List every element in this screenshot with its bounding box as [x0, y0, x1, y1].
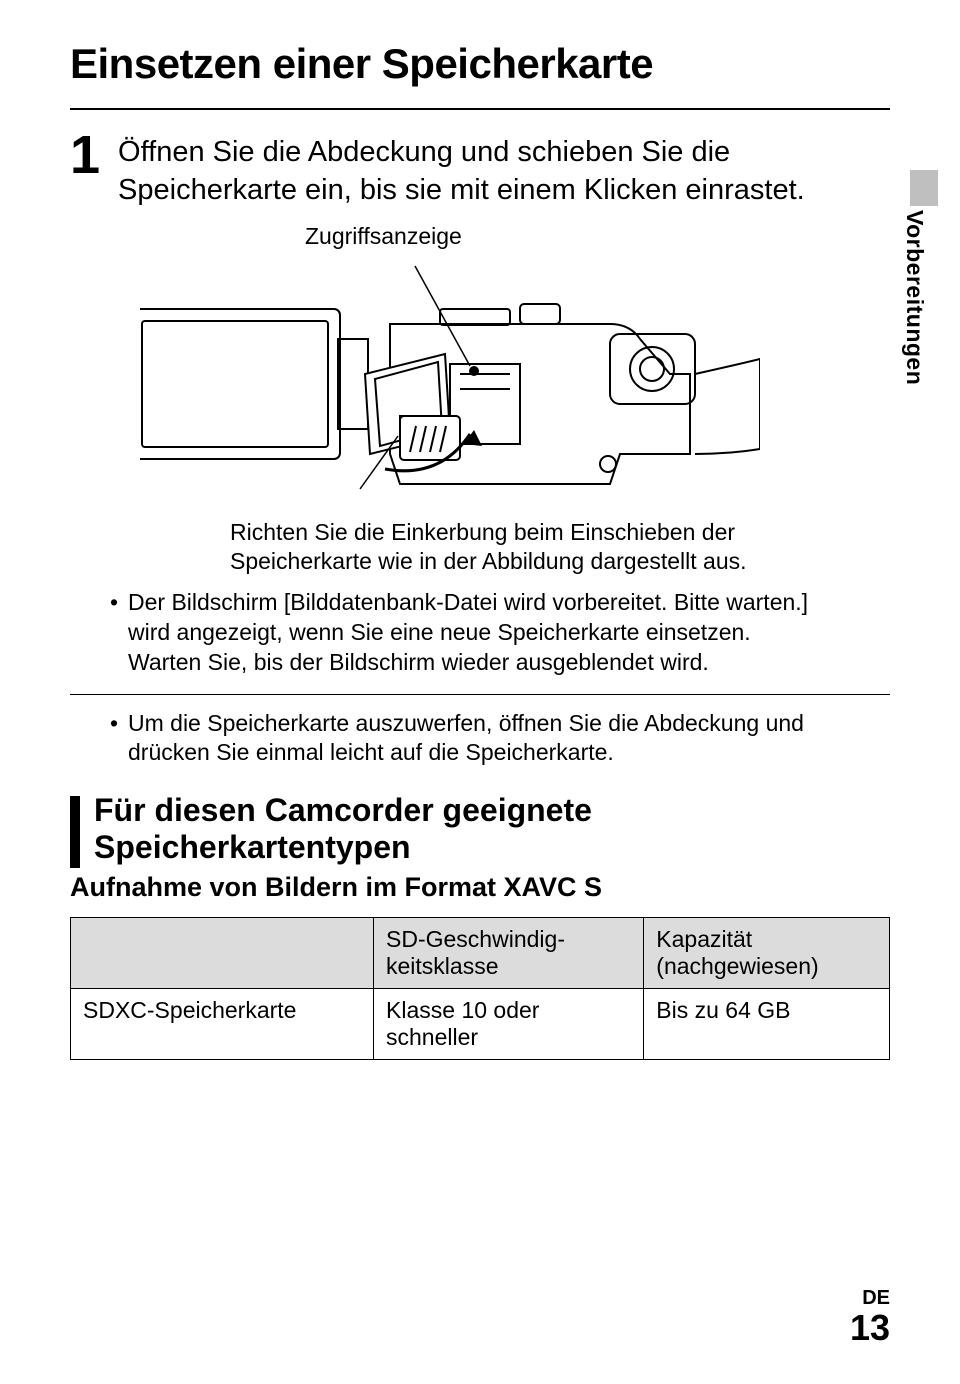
page-footer: DE 13 — [850, 1287, 890, 1346]
side-tab-label: Vorbereitungen — [901, 210, 928, 385]
step-1: 1 Öffnen Sie die Abdeckung und schieben … — [70, 128, 890, 209]
table-cell: Bis zu 64 GB — [644, 989, 890, 1060]
camera-illustration — [140, 254, 760, 504]
memory-card-table: SD-Geschwindig­keitsklasse Kapazität (na… — [70, 917, 890, 1060]
notes-top: Der Bildschirm [Bilddatenbank-Datei wird… — [110, 588, 810, 678]
section-heading: Für diesen Camcorder geeignete Speicherk… — [70, 792, 890, 868]
footer-page-number: 13 — [850, 1310, 890, 1346]
table-header: SD-Geschwindig­keitsklasse — [374, 918, 644, 989]
side-tab-block — [910, 170, 938, 206]
access-indicator-label: Zugriffsanzeige — [305, 223, 890, 250]
section-subhead: Aufnahme von Bildern im Format XAVC S — [70, 872, 890, 903]
table-row: SDXC-Speicherkarte Klasse 10 oder schnel… — [71, 989, 890, 1060]
page-title: Einsetzen einer Speicherkarte — [70, 40, 890, 88]
table-cell: SDXC-Speicherkarte — [71, 989, 374, 1060]
step-text: Öffnen Sie die Abdeckung und schieben Si… — [118, 128, 890, 209]
section-bar-icon — [70, 796, 80, 868]
step-number: 1 — [70, 128, 100, 182]
rule-top — [70, 108, 890, 110]
table-header — [71, 918, 374, 989]
notes-bottom: Um die Speicherkarte auszuwerfen, öffnen… — [110, 709, 810, 769]
rule-mid — [70, 694, 890, 695]
note-item: Um die Speicherkarte auszuwerfen, öffnen… — [110, 709, 810, 769]
section-title: Für diesen Camcorder geeignete Speicherk… — [94, 792, 890, 866]
diagram-caption: Richten Sie die Einkerbung beim Einschie… — [230, 518, 790, 576]
camera-diagram: Zugriffsanzeige — [140, 223, 890, 576]
table-header-row: SD-Geschwindig­keitsklasse Kapazität (na… — [71, 918, 890, 989]
table-cell: Klasse 10 oder schneller — [374, 989, 644, 1060]
note-item: Der Bildschirm [Bilddatenbank-Datei wird… — [110, 588, 810, 678]
table-header: Kapazität (nachgewiesen) — [644, 918, 890, 989]
